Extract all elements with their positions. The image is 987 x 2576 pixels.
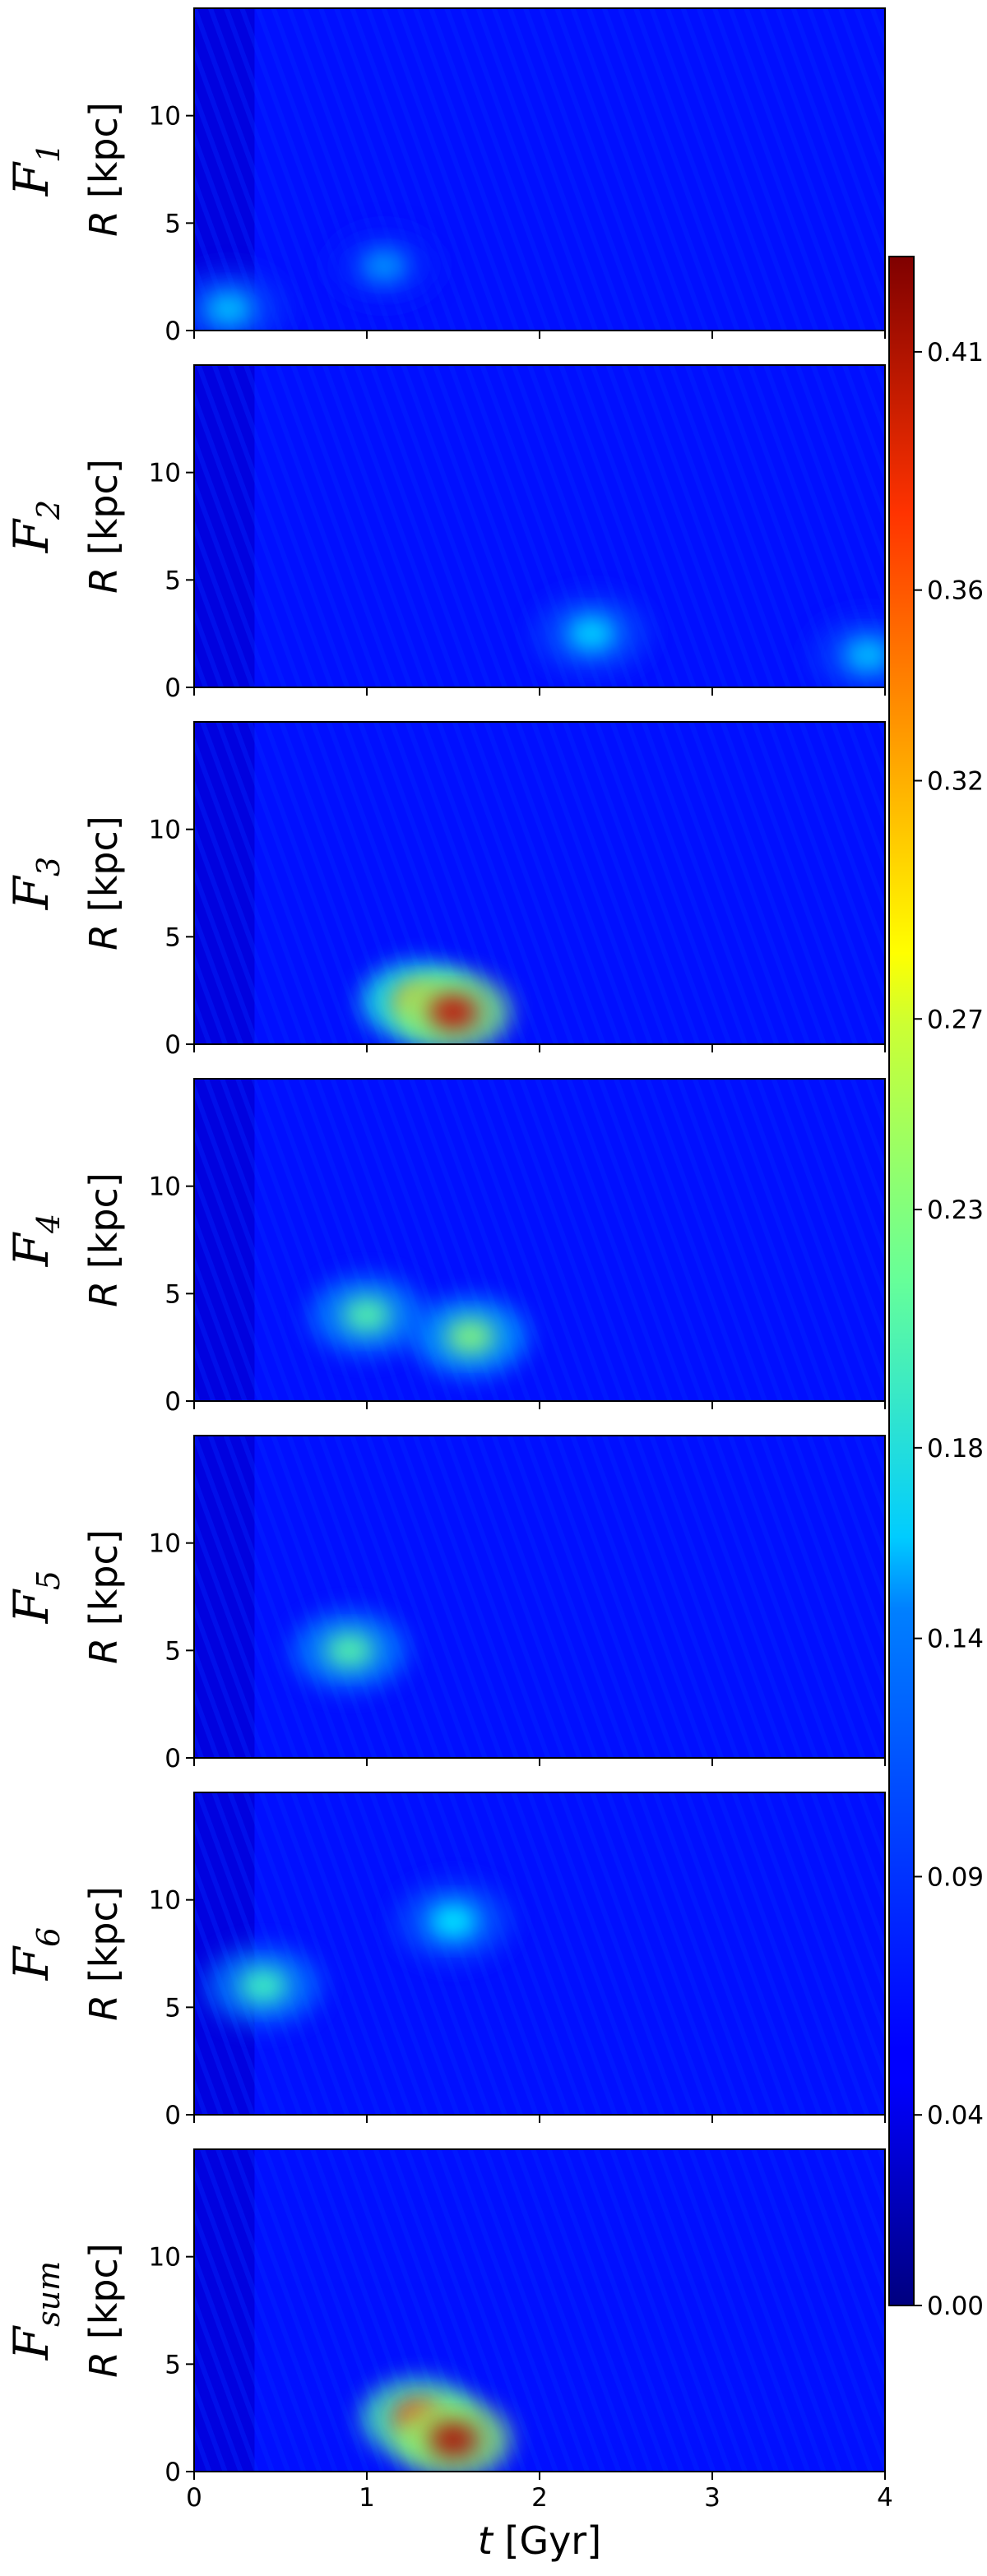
x-tick-label: 3 — [704, 2483, 721, 2513]
panel-label: F4 — [3, 1214, 67, 1267]
y-tick-label: 5 — [164, 209, 181, 238]
y-tick-label: 10 — [149, 102, 181, 132]
heatmap-hotspot — [204, 290, 253, 327]
y-axis-label: R [kpc] — [81, 1529, 126, 1664]
y-tick-label: 10 — [149, 1172, 181, 1202]
x-axis-label: t [Gyr] — [478, 2518, 601, 2563]
colorbar-tick-label: 0.18 — [927, 1434, 984, 1464]
heatmap-panel: 0 5 10 R [kpc] F3 — [3, 721, 886, 1060]
heatmap-hotspots — [361, 961, 511, 1044]
y-axis-label: R [kpc] — [81, 1886, 126, 2021]
heatmap-texture — [194, 1436, 885, 1758]
y-tick-label: 0 — [164, 2101, 181, 2130]
heatmap-hotspot — [359, 247, 409, 284]
heatmap-hotspot — [429, 2421, 478, 2458]
y-tick-label: 0 — [164, 317, 181, 346]
heatmap-panel: 0 5 10 R [kpc] F6 — [3, 1792, 886, 2130]
y-tick-label: 10 — [149, 459, 181, 488]
y-tick-label: 5 — [164, 1279, 181, 1309]
y-tick-label: 0 — [164, 1030, 181, 1060]
x-tick-label: 0 — [186, 2483, 202, 2513]
panel-label: F6 — [3, 1927, 67, 1981]
y-tick-label: 5 — [164, 923, 181, 952]
panel-label: Fsum — [3, 2261, 67, 2361]
heatmap-texture — [194, 1792, 885, 2115]
y-tick-label: 5 — [164, 2350, 181, 2379]
heatmap-hotspot — [429, 993, 478, 1030]
heatmap-hotspot — [567, 615, 616, 652]
y-axis-label: R [kpc] — [81, 816, 126, 950]
x-tick-label: 2 — [531, 2483, 548, 2513]
heatmap-panel: 0 5 10 R [kpc] F4 — [3, 1078, 886, 1417]
heatmap-hotspot — [239, 1968, 288, 2005]
heatmap-hotspot — [843, 636, 885, 673]
panel-label: F1 — [3, 143, 67, 197]
heatmap-hotspot — [446, 1318, 495, 1355]
heatmap-hotspots — [361, 2378, 511, 2472]
y-tick-label: 10 — [149, 1529, 181, 1559]
heatmap-hotspots — [206, 1881, 511, 2026]
heatmap-panel: 0 5 10 R [kpc] F1 — [3, 7, 886, 346]
y-axis-label: R [kpc] — [81, 102, 126, 237]
panel-label: F2 — [3, 500, 67, 553]
heatmap-panel: 0 5 10 R [kpc] F5 — [3, 1435, 886, 1774]
y-tick-label: 0 — [164, 1744, 181, 1774]
colorbar-tick-label: 0.32 — [927, 766, 984, 796]
colorbar-tick-label: 0.00 — [927, 2292, 984, 2321]
y-axis-label: R [kpc] — [81, 1172, 126, 1307]
colorbar-tick-label: 0.09 — [927, 1862, 984, 1892]
y-tick-label: 0 — [164, 1387, 181, 1417]
y-tick-label: 5 — [164, 566, 181, 595]
heatmap-hotspot — [342, 1297, 392, 1334]
heatmap-hotspots — [534, 594, 885, 687]
panel-label: F3 — [3, 857, 67, 910]
y-tick-label: 5 — [164, 1993, 181, 2023]
heatmap-panel: 0 5 10 0 1 2 3 4 R [kpc] Fsum — [3, 2148, 893, 2513]
colorbar-tick-label: 0.23 — [927, 1196, 984, 1225]
colorbar-tick-label: 0.36 — [927, 576, 984, 606]
heatmap-texture — [194, 1079, 885, 1401]
colorbar-tick-label: 0.04 — [927, 2101, 984, 2130]
heatmap-texture — [194, 2149, 885, 2472]
y-tick-label: 0 — [164, 2458, 181, 2487]
colorbar-tick-label: 0.27 — [927, 1005, 984, 1034]
y-tick-label: 10 — [149, 2243, 181, 2273]
y-tick-label: 0 — [164, 673, 181, 703]
heatmap-panel: 0 5 10 R [kpc] F2 — [3, 364, 886, 703]
y-tick-label: 10 — [149, 1886, 181, 1916]
heatmap-texture — [194, 8, 885, 331]
y-axis-label: R [kpc] — [81, 2243, 126, 2378]
panel-label: F5 — [3, 1570, 67, 1624]
heatmap-hotspots — [309, 1275, 528, 1376]
heatmap-hotspot — [429, 1903, 478, 1940]
heatmap-hotspots — [292, 1611, 407, 1690]
heatmap-hotspots — [194, 226, 442, 331]
colorbar-tick-label: 0.14 — [927, 1625, 984, 1654]
x-tick-label: 4 — [877, 2483, 893, 2513]
y-tick-label: 5 — [164, 1636, 181, 1666]
colorbar-tick-label: 0.41 — [927, 338, 984, 368]
x-tick-label: 1 — [359, 2483, 375, 2513]
heatmap-texture — [194, 722, 885, 1044]
y-tick-label: 10 — [149, 816, 181, 845]
y-axis-label: R [kpc] — [81, 459, 126, 594]
heatmap-hotspot — [325, 1632, 374, 1669]
colorbar — [888, 256, 915, 2306]
